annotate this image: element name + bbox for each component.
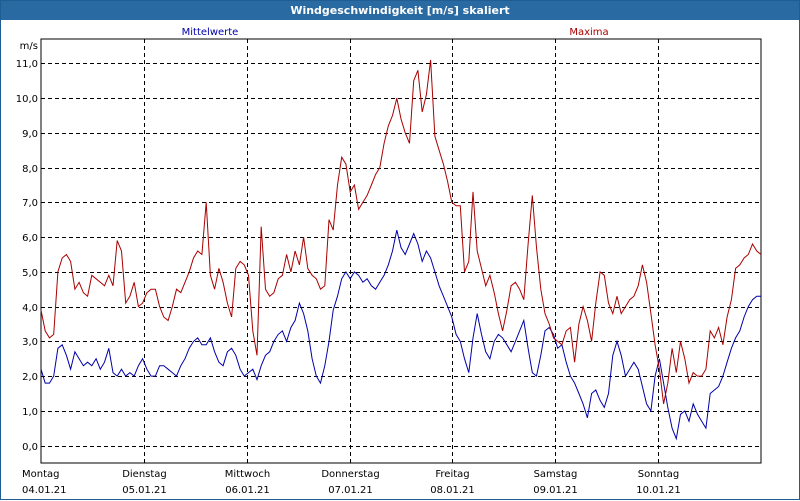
legend-maxima: Maxima — [569, 27, 608, 38]
y-tick-label: 10,0 — [16, 94, 38, 105]
x-date-label: 09.01.21 — [533, 485, 578, 496]
x-day-label: Freitag — [435, 469, 469, 480]
y-tick-label: 5,0 — [22, 268, 38, 279]
y-tick-label: 8,0 — [22, 164, 38, 175]
y-tick-label: 2,0 — [22, 372, 38, 383]
chart-title: Windgeschwindigkeit [m/s] skaliert — [1, 1, 799, 20]
x-date-label: 06.01.21 — [225, 485, 270, 496]
legend-mittelwerte: Mittelwerte — [182, 27, 239, 38]
y-tick-label: 9,0 — [22, 129, 38, 140]
x-date-label: 04.01.21 — [22, 485, 67, 496]
y-tick-label: 7,0 — [22, 198, 38, 209]
y-tick-label: 1,0 — [22, 407, 38, 418]
x-day-label: Samstag — [534, 469, 578, 480]
series-line-maxima — [40, 59, 762, 404]
series-line-mittelwerte — [40, 229, 761, 441]
y-tick-label: 0,0 — [22, 442, 38, 453]
x-day-label: Mittwoch — [225, 469, 270, 480]
y-tick-label: 6,0 — [22, 233, 38, 244]
x-day-label: Montag — [22, 469, 59, 480]
x-date-label: 07.01.21 — [328, 485, 373, 496]
y-tick-label: 4,0 — [22, 303, 38, 314]
x-day-label: Dienstag — [122, 469, 167, 480]
plot-area — [40, 38, 762, 464]
y-tick-label: 3,0 — [22, 337, 38, 348]
x-date-label: 10.01.21 — [636, 485, 681, 496]
y-axis-label: m/s — [20, 41, 38, 52]
y-tick-label: 11,0 — [16, 59, 38, 70]
x-date-label: 08.01.21 — [430, 485, 475, 496]
x-day-label: Donnerstag — [321, 469, 379, 480]
x-date-label: 05.01.21 — [122, 485, 167, 496]
x-day-label: Sonntag — [638, 469, 680, 480]
